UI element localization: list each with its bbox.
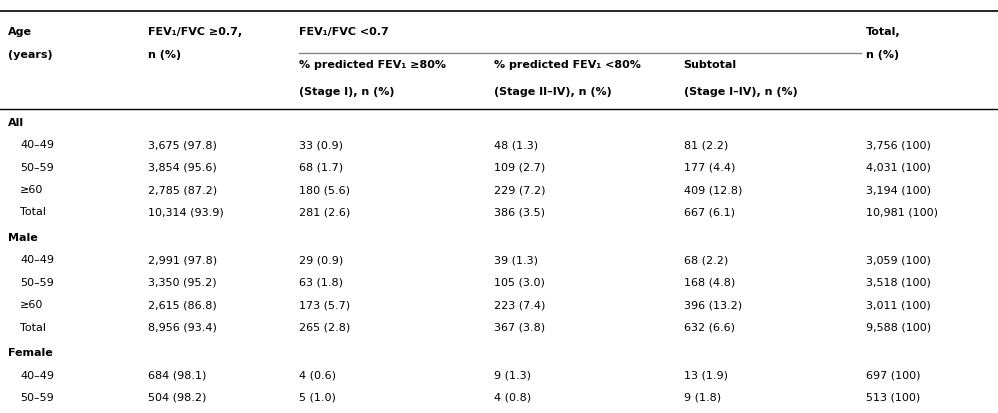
- Text: % predicted FEV₁ ≥80%: % predicted FEV₁ ≥80%: [299, 60, 446, 70]
- Text: 396 (13.2): 396 (13.2): [684, 299, 742, 309]
- Text: (Stage I–IV), n (%): (Stage I–IV), n (%): [684, 87, 797, 97]
- Text: 3,011 (100): 3,011 (100): [866, 299, 931, 309]
- Text: 4 (0.6): 4 (0.6): [299, 370, 336, 380]
- Text: 504 (98.2): 504 (98.2): [148, 392, 206, 402]
- Text: 223 (7.4): 223 (7.4): [494, 299, 545, 309]
- Text: 281 (2.6): 281 (2.6): [299, 207, 350, 217]
- Text: FEV₁/FVC ≥0.7,: FEV₁/FVC ≥0.7,: [148, 27, 242, 37]
- Text: Total: Total: [20, 207, 46, 217]
- Text: 109 (2.7): 109 (2.7): [494, 162, 545, 172]
- Text: 9,588 (100): 9,588 (100): [866, 322, 931, 332]
- Text: 50–59: 50–59: [20, 162, 54, 172]
- Text: ≥60: ≥60: [20, 185, 43, 195]
- Text: 39 (1.3): 39 (1.3): [494, 255, 538, 265]
- Text: 697 (100): 697 (100): [866, 370, 921, 380]
- Text: 50–59: 50–59: [20, 392, 54, 402]
- Text: Age: Age: [8, 27, 32, 37]
- Text: Subtotal: Subtotal: [684, 60, 737, 70]
- Text: 4 (0.8): 4 (0.8): [494, 392, 531, 402]
- Text: 367 (3.8): 367 (3.8): [494, 322, 545, 332]
- Text: (years): (years): [8, 50, 53, 59]
- Text: 81 (2.2): 81 (2.2): [684, 140, 728, 150]
- Text: 4,031 (100): 4,031 (100): [866, 162, 931, 172]
- Text: 105 (3.0): 105 (3.0): [494, 277, 545, 287]
- Text: 667 (6.1): 667 (6.1): [684, 207, 735, 217]
- Text: 10,314 (93.9): 10,314 (93.9): [148, 207, 224, 217]
- Text: 40–49: 40–49: [20, 255, 54, 265]
- Text: 68 (1.7): 68 (1.7): [299, 162, 343, 172]
- Text: 409 (12.8): 409 (12.8): [684, 185, 742, 195]
- Text: 177 (4.4): 177 (4.4): [684, 162, 735, 172]
- Text: All: All: [8, 118, 24, 128]
- Text: (Stage II–IV), n (%): (Stage II–IV), n (%): [494, 87, 612, 97]
- Text: 3,756 (100): 3,756 (100): [866, 140, 931, 150]
- Text: n (%): n (%): [866, 50, 899, 59]
- Text: Male: Male: [8, 233, 38, 242]
- Text: ≥60: ≥60: [20, 299, 43, 309]
- Text: 63 (1.8): 63 (1.8): [299, 277, 343, 287]
- Text: 33 (0.9): 33 (0.9): [299, 140, 343, 150]
- Text: 386 (3.5): 386 (3.5): [494, 207, 545, 217]
- Text: 3,518 (100): 3,518 (100): [866, 277, 931, 287]
- Text: 3,059 (100): 3,059 (100): [866, 255, 931, 265]
- Text: 180 (5.6): 180 (5.6): [299, 185, 350, 195]
- Text: 9 (1.8): 9 (1.8): [684, 392, 721, 402]
- Text: FEV₁/FVC <0.7: FEV₁/FVC <0.7: [299, 27, 389, 37]
- Text: 173 (5.7): 173 (5.7): [299, 299, 350, 309]
- Text: 684 (98.1): 684 (98.1): [148, 370, 206, 380]
- Text: 3,194 (100): 3,194 (100): [866, 185, 931, 195]
- Text: % predicted FEV₁ <80%: % predicted FEV₁ <80%: [494, 60, 641, 70]
- Text: 10,981 (100): 10,981 (100): [866, 207, 938, 217]
- Text: 13 (1.9): 13 (1.9): [684, 370, 728, 380]
- Text: 265 (2.8): 265 (2.8): [299, 322, 350, 332]
- Text: 8,956 (93.4): 8,956 (93.4): [148, 322, 217, 332]
- Text: 3,854 (95.6): 3,854 (95.6): [148, 162, 217, 172]
- Text: (Stage I), n (%): (Stage I), n (%): [299, 87, 395, 97]
- Text: 229 (7.2): 229 (7.2): [494, 185, 546, 195]
- Text: n (%): n (%): [148, 50, 181, 59]
- Text: Total: Total: [20, 322, 46, 332]
- Text: 168 (4.8): 168 (4.8): [684, 277, 735, 287]
- Text: 3,675 (97.8): 3,675 (97.8): [148, 140, 217, 150]
- Text: 40–49: 40–49: [20, 140, 54, 150]
- Text: 2,991 (97.8): 2,991 (97.8): [148, 255, 217, 265]
- Text: 3,350 (95.2): 3,350 (95.2): [148, 277, 217, 287]
- Text: Female: Female: [8, 347, 53, 357]
- Text: 29 (0.9): 29 (0.9): [299, 255, 343, 265]
- Text: 5 (1.0): 5 (1.0): [299, 392, 336, 402]
- Text: 9 (1.3): 9 (1.3): [494, 370, 531, 380]
- Text: 48 (1.3): 48 (1.3): [494, 140, 538, 150]
- Text: 632 (6.6): 632 (6.6): [684, 322, 735, 332]
- Text: Total,: Total,: [866, 27, 901, 37]
- Text: 2,785 (87.2): 2,785 (87.2): [148, 185, 217, 195]
- Text: 68 (2.2): 68 (2.2): [684, 255, 728, 265]
- Text: 50–59: 50–59: [20, 277, 54, 287]
- Text: 40–49: 40–49: [20, 370, 54, 380]
- Text: 2,615 (86.8): 2,615 (86.8): [148, 299, 217, 309]
- Text: 513 (100): 513 (100): [866, 392, 920, 402]
